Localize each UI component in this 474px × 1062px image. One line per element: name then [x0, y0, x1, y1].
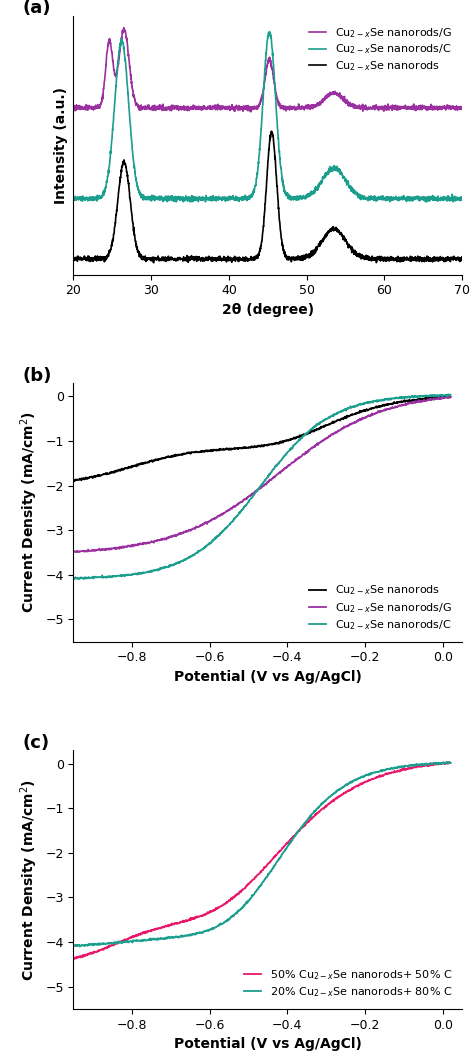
Legend: 50% Cu$_{2-x}$Se nanorods+ 50% C, 20% Cu$_{2-x}$Se nanorods+ 80% C: 50% Cu$_{2-x}$Se nanorods+ 50% C, 20% Cu… [240, 963, 456, 1004]
50% Cu$_{2-x}$Se nanorods+ 50% C [223, 897, 229, 910]
Cu$_{2-x}$Se nanorods/C [446, 388, 451, 400]
Cu$_{2-x}$Se nanorods/G [448, 103, 454, 116]
Cu$_{2-x}$Se nanorods/C [71, 193, 76, 206]
Cu$_{2-x}$Se nanorods [223, 442, 229, 455]
Line: 50% Cu$_{2-x}$Se nanorods+ 50% C: 50% Cu$_{2-x}$Se nanorods+ 50% C [73, 763, 450, 959]
Cu$_{2-x}$Se nanorods/G [248, 105, 254, 118]
Cu$_{2-x}$Se nanorods [448, 252, 454, 264]
20% Cu$_{2-x}$Se nanorods+ 80% C [372, 767, 377, 780]
Y-axis label: Current Density (mA/cm$^2$): Current Density (mA/cm$^2$) [18, 778, 40, 980]
Cu$_{2-x}$Se nanorods/C [109, 569, 115, 582]
Cu$_{2-x}$Se nanorods/C [91, 193, 96, 206]
Cu$_{2-x}$Se nanorods [447, 390, 453, 402]
Cu$_{2-x}$Se nanorods/G [445, 390, 451, 402]
Cu$_{2-x}$Se nanorods/C [447, 389, 453, 401]
Cu$_{2-x}$Se nanorods/G [250, 102, 255, 115]
20% Cu$_{2-x}$Se nanorods+ 80% C [446, 756, 451, 769]
50% Cu$_{2-x}$Se nanorods+ 50% C [329, 795, 335, 808]
Y-axis label: Current Density (mA/cm$^2$): Current Density (mA/cm$^2$) [18, 411, 40, 614]
Legend: Cu$_{2-x}$Se nanorods/G, Cu$_{2-x}$Se nanorods/C, Cu$_{2-x}$Se nanorods: Cu$_{2-x}$Se nanorods/G, Cu$_{2-x}$Se na… [305, 21, 456, 78]
Cu$_{2-x}$Se nanorods/C [448, 191, 454, 204]
50% Cu$_{2-x}$Se nanorods+ 50% C [109, 939, 115, 952]
Cu$_{2-x}$Se nanorods [71, 474, 76, 486]
Cu$_{2-x}$Se nanorods/G [91, 101, 96, 114]
20% Cu$_{2-x}$Se nanorods+ 80% C [109, 937, 115, 949]
Line: Cu$_{2-x}$Se nanorods: Cu$_{2-x}$Se nanorods [73, 132, 462, 262]
Cu$_{2-x}$Se nanorods/G [237, 497, 243, 510]
Cu$_{2-x}$Se nanorods/G [75, 546, 81, 559]
50% Cu$_{2-x}$Se nanorods+ 50% C [444, 756, 449, 769]
Cu$_{2-x}$Se nanorods/G [223, 504, 229, 517]
Cu$_{2-x}$Se nanorods [269, 125, 274, 138]
Cu$_{2-x}$Se nanorods/G [109, 543, 115, 555]
Cu$_{2-x}$Se nanorods/G [459, 101, 465, 114]
50% Cu$_{2-x}$Se nanorods+ 50% C [237, 885, 242, 897]
20% Cu$_{2-x}$Se nanorods+ 80% C [77, 940, 83, 953]
Cu$_{2-x}$Se nanorods [151, 256, 156, 269]
Cu$_{2-x}$Se nanorods [249, 253, 255, 266]
Line: Cu$_{2-x}$Se nanorods/G: Cu$_{2-x}$Se nanorods/G [73, 28, 462, 112]
20% Cu$_{2-x}$Se nanorods+ 80% C [237, 904, 243, 917]
Cu$_{2-x}$Se nanorods/C [448, 192, 454, 205]
20% Cu$_{2-x}$Se nanorods+ 80% C [223, 914, 229, 927]
Cu$_{2-x}$Se nanorods/G [121, 21, 127, 34]
Cu$_{2-x}$Se nanorods/G [372, 408, 377, 421]
Cu$_{2-x}$Se nanorods [72, 475, 77, 487]
Cu$_{2-x}$Se nanorods [377, 254, 383, 267]
Cu$_{2-x}$Se nanorods/G [71, 104, 76, 117]
Cu$_{2-x}$Se nanorods [71, 251, 76, 263]
Cu$_{2-x}$Se nanorods/C [372, 395, 377, 408]
Cu$_{2-x}$Se nanorods/G [377, 101, 383, 114]
20% Cu$_{2-x}$Se nanorods+ 80% C [71, 939, 76, 952]
Line: Cu$_{2-x}$Se nanorods/C: Cu$_{2-x}$Se nanorods/C [73, 394, 450, 579]
Y-axis label: Intensity (a.u.): Intensity (a.u.) [54, 87, 68, 204]
Cu$_{2-x}$Se nanorods/G [330, 428, 336, 441]
Cu$_{2-x}$Se nanorods [365, 404, 371, 416]
Cu$_{2-x}$Se nanorods/C [237, 506, 243, 518]
50% Cu$_{2-x}$Se nanorods+ 50% C [447, 756, 453, 769]
Cu$_{2-x}$Se nanorods [330, 416, 336, 429]
20% Cu$_{2-x}$Se nanorods+ 80% C [330, 788, 336, 801]
Cu$_{2-x}$Se nanorods/C [459, 192, 465, 205]
Line: Cu$_{2-x}$Se nanorods/G: Cu$_{2-x}$Se nanorods/G [73, 396, 450, 552]
20% Cu$_{2-x}$Se nanorods+ 80% C [447, 756, 453, 769]
Cu$_{2-x}$Se nanorods [372, 401, 377, 414]
Cu$_{2-x}$Se nanorods [447, 390, 453, 402]
Cu$_{2-x}$Se nanorods/C [71, 571, 76, 584]
Cu$_{2-x}$Se nanorods/G [71, 545, 76, 558]
Text: (b): (b) [23, 366, 52, 384]
Cu$_{2-x}$Se nanorods [109, 466, 115, 479]
50% Cu$_{2-x}$Se nanorods+ 50% C [365, 774, 370, 787]
Cu$_{2-x}$Se nanorods [260, 226, 265, 239]
Legend: Cu$_{2-x}$Se nanorods, Cu$_{2-x}$Se nanorods/G, Cu$_{2-x}$Se nanorods/C: Cu$_{2-x}$Se nanorods, Cu$_{2-x}$Se nano… [305, 579, 456, 636]
Text: (c): (c) [23, 734, 50, 752]
Cu$_{2-x}$Se nanorods [91, 254, 96, 267]
Cu$_{2-x}$Se nanorods/G [447, 391, 453, 404]
Text: (a): (a) [23, 0, 52, 17]
Cu$_{2-x}$Se nanorods/C [365, 397, 371, 410]
Cu$_{2-x}$Se nanorods/C [188, 195, 193, 208]
Cu$_{2-x}$Se nanorods/C [266, 25, 272, 38]
Line: 20% Cu$_{2-x}$Se nanorods+ 80% C: 20% Cu$_{2-x}$Se nanorods+ 80% C [73, 763, 450, 946]
20% Cu$_{2-x}$Se nanorods+ 80% C [365, 768, 371, 781]
X-axis label: Potential (V vs Ag/AgCl): Potential (V vs Ag/AgCl) [174, 670, 362, 684]
Cu$_{2-x}$Se nanorods/G [365, 409, 371, 422]
Cu$_{2-x}$Se nanorods/C [260, 99, 265, 112]
Cu$_{2-x}$Se nanorods [448, 252, 454, 264]
X-axis label: Potential (V vs Ag/AgCl): Potential (V vs Ag/AgCl) [174, 1038, 362, 1051]
X-axis label: 2θ (degree): 2θ (degree) [222, 303, 314, 316]
Cu$_{2-x}$Se nanorods/C [223, 521, 229, 534]
Cu$_{2-x}$Se nanorods/C [330, 409, 336, 422]
Cu$_{2-x}$Se nanorods [237, 442, 243, 455]
Line: Cu$_{2-x}$Se nanorods/C: Cu$_{2-x}$Se nanorods/C [73, 32, 462, 202]
Cu$_{2-x}$Se nanorods/C [377, 192, 383, 205]
Cu$_{2-x}$Se nanorods/C [249, 189, 255, 202]
Line: Cu$_{2-x}$Se nanorods: Cu$_{2-x}$Se nanorods [73, 396, 450, 481]
Cu$_{2-x}$Se nanorods/G [260, 86, 266, 99]
Cu$_{2-x}$Se nanorods/C [72, 572, 77, 585]
50% Cu$_{2-x}$Se nanorods+ 50% C [372, 772, 377, 785]
Cu$_{2-x}$Se nanorods [459, 251, 465, 263]
Cu$_{2-x}$Se nanorods/G [448, 103, 454, 116]
50% Cu$_{2-x}$Se nanorods+ 50% C [71, 953, 76, 965]
